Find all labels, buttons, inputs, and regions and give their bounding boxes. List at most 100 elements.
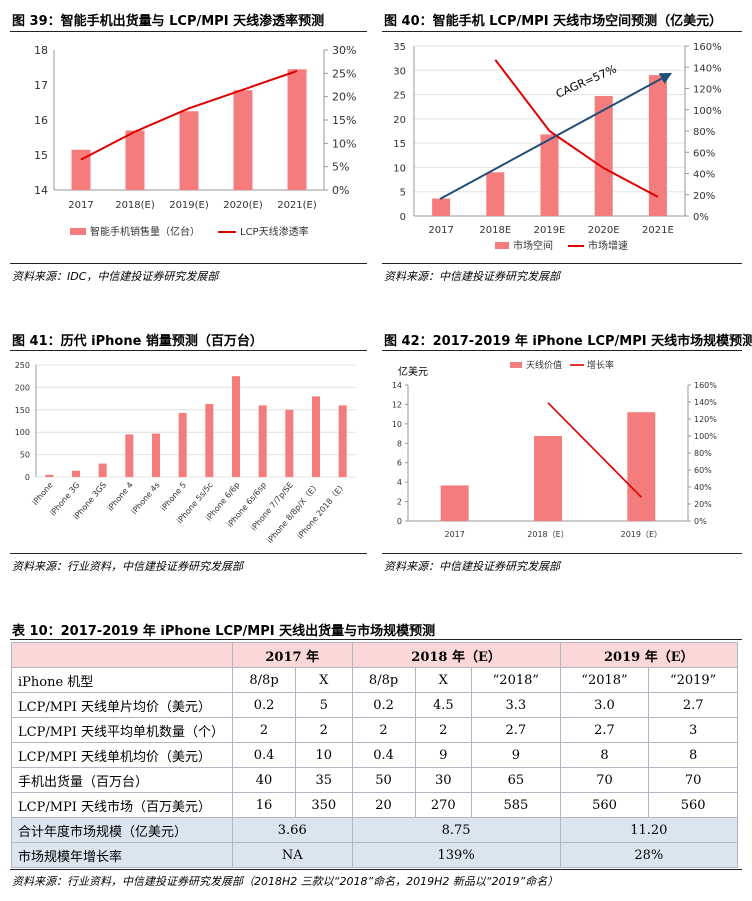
fig42-bar (627, 412, 656, 521)
fig42-bar (534, 436, 562, 521)
table-row-label: iPhone 机型 (11, 667, 233, 693)
fig39-legend: 智能手机销售量（亿台） LCP天线渗透率 (70, 225, 309, 238)
fig40-right-tick: 0% (693, 212, 709, 223)
table-cell: 0.2 (231, 692, 297, 718)
fig39-right-tick: 15% (332, 114, 356, 127)
fig39-bar (71, 149, 91, 190)
table-cell: “2019” (648, 667, 738, 693)
fig40-bar (540, 134, 559, 216)
table-total-label: 合计年度市场规模（亿美元） (11, 817, 233, 843)
fig41-bar (232, 376, 240, 477)
fig42-x-tick: 2017 (444, 530, 464, 539)
fig42-title: 图 42：2017-2019 年 iPhone LCP/MPI 天线市场规模预测 (384, 334, 752, 349)
table-cell: 0.4 (231, 742, 297, 768)
fig42-right-tick: 120% (694, 415, 717, 424)
table-row: iPhone 机型 8/8p X 8/8p X “2018” “2018” “2019” (11, 667, 738, 693)
fig41-top-rule (10, 350, 367, 351)
table-cell: “2018” (471, 667, 561, 693)
table-cell: 8 (559, 742, 650, 768)
table10: 2017 年 2018 年（E） 2019 年（E） iPhone 机型 8/8p… (11, 642, 739, 868)
fig42-left-tick: 10 (392, 420, 402, 429)
table-row-label: 手机出货量（百万台） (11, 767, 233, 793)
fig40-right-tick: 20% (693, 191, 715, 202)
table10-header-2018: 2018 年（E） (351, 642, 561, 668)
fig40-legend-bar-label: 市场空间 (513, 239, 553, 252)
fig42-bottom-rule (382, 553, 742, 554)
fig42-top-rule (382, 350, 742, 351)
table-cell: 270 (414, 792, 473, 818)
table-row: LCP/MPI 天线单片均价（美元） 0.2 5 0.2 4.5 3.3 3.0 2.7 (11, 692, 738, 718)
table-total-value: 11.20 (559, 817, 739, 843)
fig40-right-tick: 80% (693, 127, 715, 138)
table-cell: “2018” (559, 667, 650, 693)
fig40-top-rule (382, 31, 742, 32)
fig39-left-tick: 16 (34, 114, 48, 127)
table-total-value: 3.66 (232, 817, 353, 843)
table-cell: 560 (559, 792, 650, 818)
fig40-left-tick: 35 (393, 42, 406, 53)
fig41-y-tick: 0 (25, 473, 30, 482)
fig42-left-tick: 2 (397, 498, 402, 507)
table-cell: 2.7 (559, 717, 650, 743)
fig42-right-tick: 40% (694, 483, 712, 492)
fig42-legend: 天线价值 增长率 (510, 359, 614, 371)
table10-header-2019: 2019 年（E） (559, 642, 739, 668)
table-cell: 585 (471, 792, 561, 818)
fig39-right-tick: 25% (332, 67, 356, 80)
fig39-right-tick: 20% (332, 91, 356, 104)
fig41-bar (338, 405, 347, 477)
fig40-left-tick: 20 (393, 115, 406, 126)
table-row: 手机出货量（百万台） 40 35 50 30 65 70 70 (11, 767, 738, 793)
fig40-bottom-rule (382, 263, 742, 264)
fig39-x-tick: 2021(E) (277, 200, 317, 211)
fig42-left-tick: 0 (397, 517, 402, 526)
fig42-right-tick: 80% (694, 449, 712, 458)
fig39-legend-bar-label: 智能手机销售量（亿台） (90, 225, 200, 238)
table10-top-rule (10, 639, 742, 640)
fig42-x-tick: 2019（E） (621, 530, 662, 539)
fig39-right-tick: 0% (332, 184, 349, 197)
fig39-bar (233, 90, 253, 190)
fig42-left-tick: 8 (397, 439, 402, 448)
table-cell: 35 (295, 767, 353, 793)
fig41-bar (285, 409, 294, 477)
fig40-right-tick: 100% (693, 106, 722, 117)
fig42-left-tick: 14 (392, 381, 402, 390)
table-cell: 30 (414, 767, 473, 793)
fig40-bar (648, 75, 667, 216)
fig42-source: 资料来源：中信建投证券研究发展部 (384, 560, 560, 573)
fig40-bar (432, 198, 451, 216)
table-cell: 8 (648, 742, 738, 768)
fig41-bar (205, 403, 214, 477)
fig42-chart: 亿美元 天线价值 增长率 0 2 4 6 8 10 12 14 0% 20% 40% 60% 80% 1… (392, 359, 717, 539)
table-cell: 9 (414, 742, 473, 768)
fig42-right-tick: 160% (694, 381, 717, 390)
table-cell: 2 (231, 717, 297, 743)
fig39-left-tick: 17 (34, 79, 48, 92)
fig39-x-tick: 2018(E) (115, 200, 155, 211)
table-cell: 3.0 (559, 692, 650, 718)
table10-header-blank (11, 642, 233, 668)
fig39-x-tick: 2020(E) (223, 200, 263, 211)
table-cell: X (295, 667, 353, 693)
table-cell: 16 (231, 792, 297, 818)
fig39-legend-line-label: LCP天线渗透率 (240, 225, 309, 238)
table-cell: 8/8p (351, 667, 416, 693)
fig42-right-tick: 100% (694, 432, 717, 441)
table-growth-value: NA (232, 842, 353, 868)
table-row-label: LCP/MPI 天线平均单机数量（个） (11, 717, 233, 743)
fig40-left-tick: 0 (400, 212, 406, 223)
fig40-right-tick: 120% (693, 85, 722, 96)
fig39-right-tick: 5% (332, 161, 349, 174)
table-growth-row: 市场规模年增长率 NA 139% 28% (11, 842, 739, 868)
table-cell: 70 (648, 767, 738, 793)
fig41-y-tick: 200 (15, 383, 30, 392)
table-total-value: 8.75 (351, 817, 561, 843)
fig42-ylabel: 亿美元 (398, 365, 428, 378)
fig41-y-tick: 150 (15, 406, 30, 415)
fig41-y-tick: 50 (20, 451, 30, 460)
fig40-left-tick: 30 (393, 66, 406, 77)
fig40-legend: 市场空间 市场增速 (495, 239, 628, 252)
table-cell: 20 (351, 792, 416, 818)
fig39-bar (287, 69, 307, 190)
